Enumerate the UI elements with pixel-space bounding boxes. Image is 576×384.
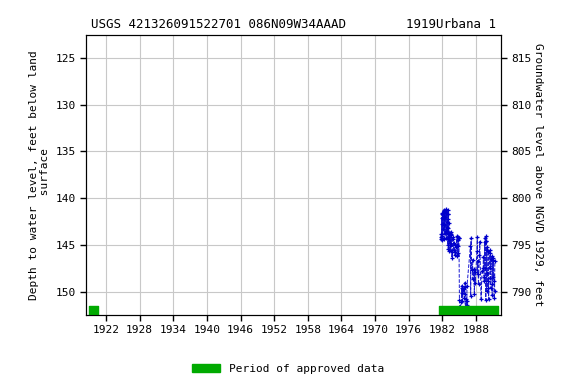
Legend: Period of approved data: Period of approved data bbox=[188, 359, 388, 379]
Y-axis label: Depth to water level, feet below land
 surface: Depth to water level, feet below land su… bbox=[29, 50, 50, 300]
Y-axis label: Groundwater level above NGVD 1929, feet: Groundwater level above NGVD 1929, feet bbox=[533, 43, 543, 306]
Title: USGS 421326091522701 086N09W34AAAD        1919Urbana 1: USGS 421326091522701 086N09W34AAAD 1919U… bbox=[91, 18, 497, 31]
